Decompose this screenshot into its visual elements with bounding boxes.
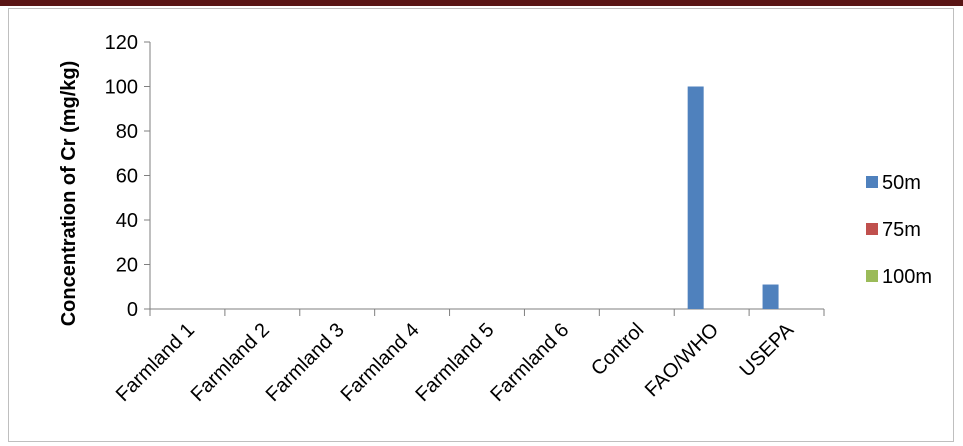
x-tick-label: Control: [587, 319, 648, 380]
y-tick-label: 60: [116, 166, 138, 188]
x-tick-label: Farmland 3: [262, 319, 349, 406]
y-tick-label: 120: [105, 32, 138, 54]
chart-frame: [8, 8, 954, 442]
x-tick-label: Farmland 1: [112, 319, 199, 406]
y-tick-label: 100: [105, 77, 138, 99]
x-tick-label: FAO/WHO: [641, 319, 723, 401]
y-tick-label: 0: [127, 299, 138, 321]
x-tick-label: Farmland 6: [486, 319, 573, 406]
bars: [687, 86, 779, 309]
legend-label-100m: 100m: [882, 266, 932, 288]
top-decorative-bar: [0, 0, 963, 6]
legend-swatch-50m: [866, 176, 878, 188]
x-tick-label: USEPA: [736, 319, 799, 382]
x-tick-label: Farmland 5: [411, 319, 498, 406]
y-tick-label: 40: [116, 210, 138, 232]
legend-label-50m: 50m: [882, 172, 921, 194]
x-tick-label: Farmland 2: [187, 319, 274, 406]
y-axis: 0 20 40 60 80 100 120: [105, 32, 151, 321]
legend-swatch-75m: [866, 223, 878, 235]
x-tick-label: Farmland 4: [337, 319, 424, 406]
y-tick-label: 80: [116, 121, 138, 143]
y-tick-label: 20: [116, 255, 138, 277]
legend-swatch-100m: [866, 270, 878, 282]
legend: 50m 75m 100m: [866, 172, 932, 288]
bar-50m: [687, 86, 704, 309]
y-axis-label: Concentration of Cr (mg/kg): [58, 61, 80, 327]
bar-50m: [762, 284, 779, 309]
legend-label-75m: 75m: [882, 219, 921, 241]
